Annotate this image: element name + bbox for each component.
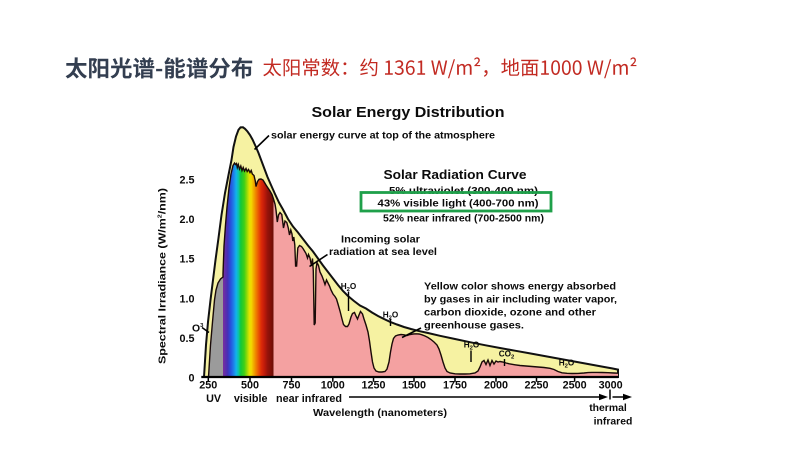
svg-text:2000: 2000 xyxy=(484,380,508,392)
svg-text:H2O: H2O xyxy=(464,341,480,352)
svg-text:3000: 3000 xyxy=(599,380,623,392)
svg-text:2.0: 2.0 xyxy=(179,214,194,226)
svg-text:750: 750 xyxy=(282,380,300,392)
svg-text:1750: 1750 xyxy=(443,380,467,392)
svg-text:2.5: 2.5 xyxy=(179,175,194,187)
svg-text:2250: 2250 xyxy=(524,380,548,392)
svg-text:43% visible light (400-700 nm): 43% visible light (400-700 nm) xyxy=(378,199,539,210)
svg-text:1250: 1250 xyxy=(361,380,385,392)
svg-text:H2O: H2O xyxy=(341,282,357,293)
svg-text:by gases in air including wate: by gases in air including water vapor, xyxy=(424,295,617,306)
svg-text:solar energy curve at top of t: solar energy curve at top of the atmosph… xyxy=(271,131,495,142)
svg-text:thermal: thermal xyxy=(589,403,627,414)
svg-text:greenhouse gases.: greenhouse gases. xyxy=(424,321,524,332)
svg-text:Incoming solar: Incoming solar xyxy=(341,235,420,246)
svg-text:O3: O3 xyxy=(192,323,204,335)
svg-text:1.5: 1.5 xyxy=(179,254,194,266)
svg-text:Solar Radiation Curve: Solar Radiation Curve xyxy=(384,168,527,182)
svg-text:Solar Energy Distribution: Solar Energy Distribution xyxy=(312,104,505,121)
svg-text:carbon dioxide, ozone and othe: carbon dioxide, ozone and other xyxy=(424,308,596,319)
svg-text:infrared: infrared xyxy=(594,417,633,428)
svg-text:0.5: 0.5 xyxy=(179,333,194,345)
svg-text:visible: visible xyxy=(234,393,268,405)
svg-text:500: 500 xyxy=(241,380,259,392)
svg-text:radiation at sea level: radiation at sea level xyxy=(329,247,437,258)
svg-text:0: 0 xyxy=(188,373,194,385)
svg-text:H2O: H2O xyxy=(559,359,575,370)
svg-text:52% near infrared (700-2500 nm: 52% near infrared (700-2500 nm) xyxy=(383,214,544,225)
svg-text:1500: 1500 xyxy=(402,380,426,392)
svg-text:UV: UV xyxy=(206,393,222,405)
svg-text:2500: 2500 xyxy=(563,380,587,392)
svg-text:Yellow color shows energy abso: Yellow color shows energy absorbed xyxy=(424,282,616,293)
svg-text:1000: 1000 xyxy=(321,380,345,392)
svg-text:1.0: 1.0 xyxy=(179,293,194,305)
svg-text:Spectral Irradiance (W/m2/nm): Spectral Irradiance (W/m2/nm) xyxy=(158,188,169,364)
svg-text:near infrared: near infrared xyxy=(276,393,342,405)
svg-text:Wavelength (nanometers): Wavelength (nanometers) xyxy=(313,408,447,419)
svg-text:CO2: CO2 xyxy=(499,350,515,361)
svg-text:250: 250 xyxy=(199,380,217,392)
